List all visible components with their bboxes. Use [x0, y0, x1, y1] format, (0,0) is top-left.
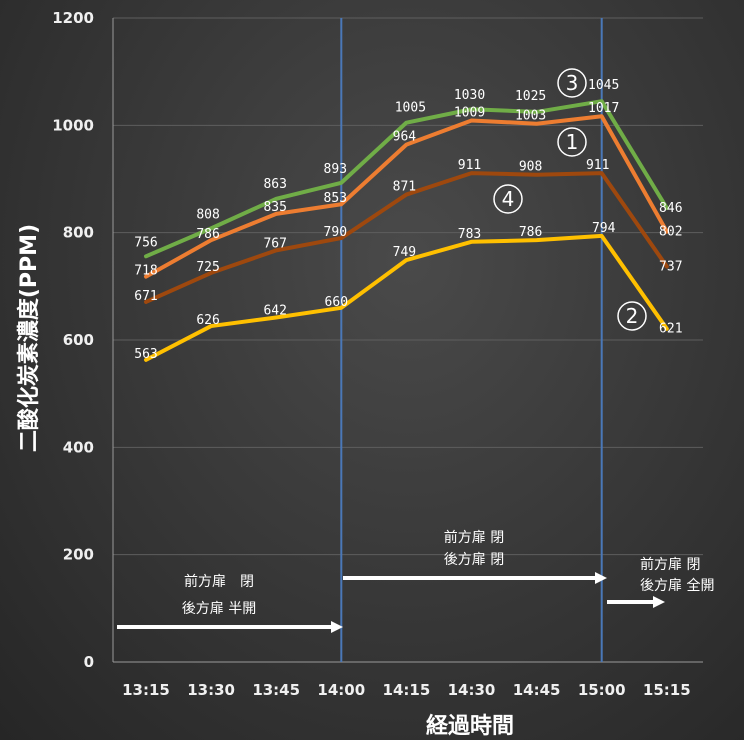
- data-label: 1009: [454, 106, 485, 121]
- annotation-text: 前方扉 閉: [640, 556, 700, 573]
- data-label: 725: [196, 260, 219, 275]
- data-label: 642: [263, 303, 286, 318]
- data-label: 756: [134, 235, 157, 250]
- x-axis-ticks: 13:15 13:30 13:45 14:00 14:15 14:30 14:45 15:00…: [122, 681, 691, 699]
- y-axis-title: 二酸化炭素濃度(PPM): [16, 224, 42, 452]
- data-label: 893: [324, 162, 347, 177]
- y-tick-label: 400: [63, 438, 94, 456]
- data-label: 718: [134, 264, 157, 279]
- annotation-text: 後方扉 全開: [640, 577, 714, 594]
- x-tick-label: 15:00: [578, 681, 626, 699]
- x-tick-label: 14:00: [317, 681, 365, 699]
- series-line: [144, 171, 669, 304]
- data-label: 794: [592, 221, 616, 236]
- data-label: 835: [263, 200, 286, 215]
- series-lines: [144, 99, 669, 362]
- series-name-label: 1: [566, 130, 579, 154]
- data-label: 660: [325, 295, 348, 310]
- series-circle-marker: [557, 127, 587, 157]
- data-label: 749: [393, 245, 416, 260]
- x-tick-label: 14:45: [513, 681, 561, 699]
- time-markers: [340, 18, 603, 662]
- annotation-text: 前方扉 閉: [184, 573, 254, 590]
- y-tick-label: 200: [63, 546, 94, 564]
- data-label: 871: [393, 180, 416, 195]
- series-circle-marker: [557, 68, 587, 98]
- data-label: 1005: [395, 101, 426, 116]
- data-label: 737: [659, 259, 682, 274]
- arrow-head: [331, 621, 343, 633]
- x-tick-label: 14:30: [448, 681, 496, 699]
- data-label: 790: [324, 225, 347, 240]
- data-labels: 756 808 863 893 1005 1030 1025 1045 846 718 786 835…: [134, 78, 682, 362]
- series-line: [144, 233, 669, 362]
- data-label: 911: [458, 158, 481, 173]
- x-tick-label: 13:15: [122, 681, 170, 699]
- x-tick-label: 13:30: [187, 681, 235, 699]
- x-tick-label: 14:15: [383, 681, 431, 699]
- series-line: [144, 114, 669, 279]
- y-tick-label: 800: [63, 224, 94, 242]
- x-axis-title: 経過時間: [426, 713, 514, 739]
- series-line: [144, 99, 669, 259]
- data-label: 621: [659, 322, 682, 337]
- data-label: 853: [324, 191, 347, 206]
- data-label: 863: [263, 177, 286, 192]
- data-label: 626: [196, 313, 219, 328]
- y-tick-label: 1000: [52, 116, 94, 134]
- data-label: 908: [519, 160, 542, 175]
- series-circle-marker: [617, 301, 647, 331]
- data-label: 786: [519, 225, 542, 240]
- series-name-label: 4: [502, 187, 515, 211]
- grid-lines: [112, 17, 703, 663]
- data-label: 786: [196, 227, 219, 242]
- annotation-text: 前方扉 閉: [444, 529, 504, 546]
- y-tick-label: 0: [84, 653, 94, 671]
- data-label: 767: [263, 236, 286, 251]
- data-label: 1025: [515, 89, 546, 104]
- x-tick-label: 13:45: [252, 681, 300, 699]
- data-label: 671: [134, 289, 157, 304]
- door-annotations: 前方扉 閉後方扉 半開前方扉 閉後方扉 閉前方扉 閉後方扉 全開: [117, 529, 714, 633]
- y-tick-label: 600: [63, 331, 94, 349]
- y-tick-label: 1200: [52, 9, 94, 27]
- data-label: 1003: [515, 109, 546, 124]
- data-label: 563: [134, 347, 157, 362]
- annotation-text: 後方扉 閉: [444, 552, 504, 568]
- data-label: 846: [659, 201, 682, 216]
- data-label: 911: [586, 158, 609, 173]
- arrow-head: [595, 572, 607, 584]
- arrow-head: [653, 596, 665, 608]
- series-name-label: 3: [566, 71, 579, 95]
- data-label: 964: [393, 130, 417, 145]
- y-axis-ticks: 0 200 400 600 800 1000 1200: [52, 9, 94, 671]
- data-label: 1017: [588, 101, 619, 116]
- data-label: 783: [458, 227, 481, 242]
- data-label: 802: [659, 225, 682, 240]
- series-name-label: 2: [626, 304, 639, 328]
- annotation-text: 後方扉 半開: [182, 601, 256, 617]
- data-label: 1030: [454, 88, 485, 103]
- x-tick-label: 15:15: [643, 681, 691, 699]
- series-circle-marker: [493, 184, 523, 214]
- data-label: 1045: [588, 78, 619, 93]
- data-label: 808: [196, 207, 219, 222]
- series-circled-labels: 3 1 4 2: [493, 68, 647, 331]
